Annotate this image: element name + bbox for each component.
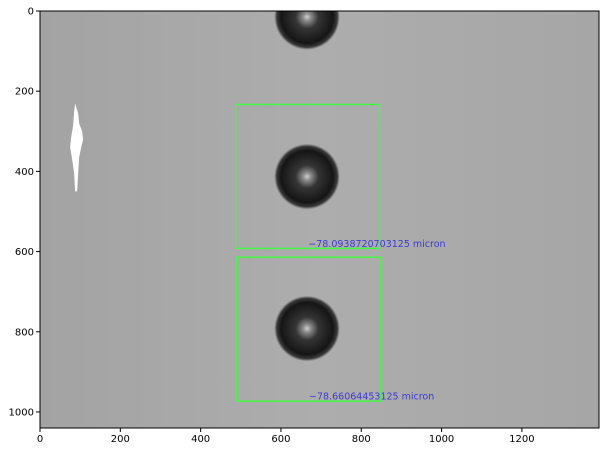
x-tick-label-600: 600 <box>271 434 290 445</box>
x-tick-label-200: 200 <box>111 434 130 445</box>
x-tick-label-0: 0 <box>37 434 43 445</box>
y-tick-label-1000: 1000 <box>9 407 34 418</box>
axes-frame <box>39 10 600 429</box>
bright-artifact <box>70 103 84 192</box>
y-tick-label-200: 200 <box>15 87 34 98</box>
y-tick-label-400: 400 <box>15 167 34 178</box>
x-tick-label-1000: 1000 <box>429 434 454 445</box>
x-tick-label-1200: 1200 <box>509 434 534 445</box>
detection-box-2 <box>235 256 381 402</box>
x-tick-label-800: 800 <box>352 434 371 445</box>
droplet-3 <box>274 295 340 362</box>
y-tick-label-600: 600 <box>15 247 34 258</box>
image-background <box>40 11 599 428</box>
y-tick-label-0: 0 <box>28 7 34 18</box>
measurement-label-2: −78.66064453125 micron <box>309 392 434 403</box>
measurement-label-1: −78.0938720703125 micron <box>308 239 445 250</box>
y-tick-label-800: 800 <box>15 327 34 338</box>
detection-box-1 <box>234 103 381 250</box>
x-tick-label-400: 400 <box>191 434 210 445</box>
droplet-2 <box>274 143 340 210</box>
droplet-1 <box>274 11 340 50</box>
